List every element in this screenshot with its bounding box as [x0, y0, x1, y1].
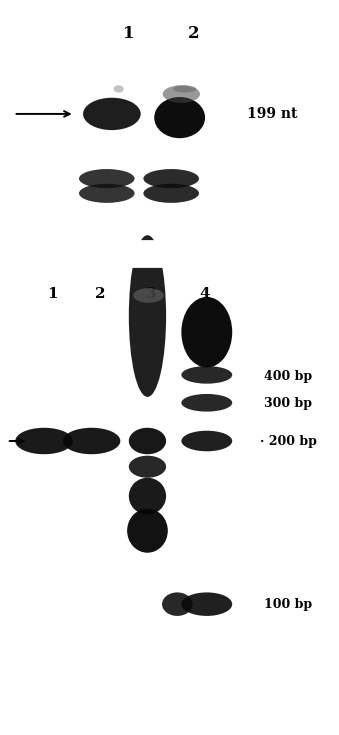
Text: 2: 2 [187, 24, 199, 42]
Ellipse shape [15, 428, 73, 454]
Ellipse shape [79, 184, 135, 203]
Ellipse shape [181, 592, 232, 616]
Ellipse shape [133, 288, 164, 303]
Text: 100 bp: 100 bp [264, 598, 313, 611]
Ellipse shape [162, 592, 193, 616]
Text: · 200 bp: · 200 bp [260, 434, 317, 448]
Ellipse shape [114, 85, 124, 93]
Text: 3: 3 [145, 287, 156, 301]
Ellipse shape [63, 428, 120, 454]
Ellipse shape [163, 85, 200, 103]
Ellipse shape [181, 297, 232, 368]
Ellipse shape [154, 97, 205, 138]
Ellipse shape [129, 235, 166, 397]
Text: 4: 4 [200, 287, 211, 301]
Ellipse shape [181, 394, 232, 412]
Ellipse shape [143, 184, 199, 203]
Text: 2: 2 [95, 287, 105, 301]
Ellipse shape [181, 366, 232, 384]
Text: 199 nt: 199 nt [247, 107, 298, 121]
Ellipse shape [129, 478, 166, 514]
Ellipse shape [79, 169, 135, 188]
Ellipse shape [129, 428, 166, 454]
Ellipse shape [181, 431, 232, 451]
Ellipse shape [83, 98, 141, 130]
Ellipse shape [129, 456, 166, 478]
Ellipse shape [173, 85, 197, 93]
Text: 300 bp: 300 bp [264, 397, 313, 410]
Text: 1: 1 [47, 287, 58, 301]
Ellipse shape [143, 169, 199, 188]
Text: 1: 1 [123, 24, 135, 42]
Text: 400 bp: 400 bp [264, 370, 313, 383]
Ellipse shape [127, 509, 168, 553]
